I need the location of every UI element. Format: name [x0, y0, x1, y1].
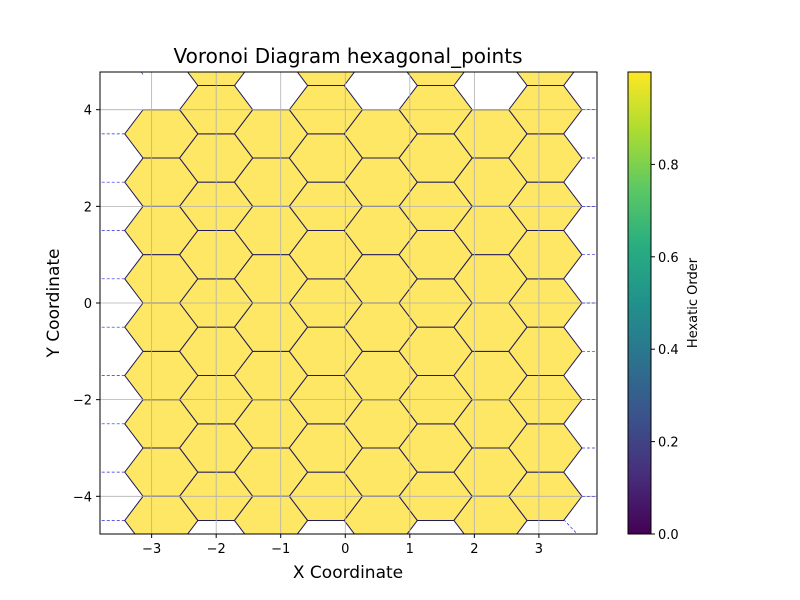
unbounded-ridges — [100, 72, 597, 534]
colorbar: 0.0 0.2 0.4 0.6 0.8 Hexatic Order — [627, 71, 701, 543]
voronoi-cell — [296, 72, 356, 87]
colorbar-ticks: 0.0 0.2 0.4 0.6 0.8 — [651, 158, 679, 543]
chart-title: Voronoi Diagram hexagonal_points — [173, 44, 522, 68]
unbounded-ridge — [140, 72, 144, 75]
x-axis-ticks: −3 −2 −1 0 1 2 3 — [142, 534, 543, 557]
y-tick-label: −4 — [73, 490, 92, 505]
x-tick-label: 3 — [535, 542, 543, 557]
y-tick-label: 4 — [84, 104, 92, 119]
x-tick-label: 2 — [470, 542, 478, 557]
voronoi-cell — [406, 72, 465, 87]
y-axis-ticks: −4 −2 0 2 4 — [73, 104, 100, 505]
voronoi-cells — [124, 72, 583, 534]
plot-area — [99, 71, 598, 535]
y-tick-label: 2 — [84, 200, 92, 215]
colorbar-tick-label: 0.2 — [658, 436, 679, 451]
unbounded-ridge — [563, 519, 578, 534]
colorbar-tick-label: 0.8 — [658, 158, 679, 173]
grid-lines — [100, 72, 597, 534]
x-tick-label: 1 — [406, 542, 414, 557]
colorbar-gradient — [627, 71, 652, 535]
x-axis-label: X Coordinate — [293, 563, 403, 583]
x-tick-label: 0 — [341, 542, 349, 557]
y-axis-label: Y Coordinate — [44, 249, 64, 359]
colorbar-label: Hexatic Order — [686, 257, 701, 348]
x-tick-label: −2 — [207, 542, 226, 557]
voronoi-cell — [516, 72, 575, 87]
y-tick-label: 0 — [84, 297, 92, 312]
x-tick-label: −1 — [271, 542, 290, 557]
x-tick-label: −3 — [142, 542, 161, 557]
colorbar-tick-label: 0.4 — [658, 343, 679, 358]
y-tick-label: −2 — [73, 394, 92, 409]
colorbar-tick-label: 0.6 — [658, 251, 679, 266]
colorbar-tick-label: 0.0 — [658, 528, 679, 543]
